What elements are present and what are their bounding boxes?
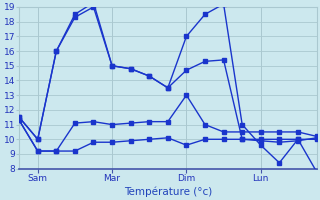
X-axis label: Température (°c): Température (°c) [124,186,212,197]
